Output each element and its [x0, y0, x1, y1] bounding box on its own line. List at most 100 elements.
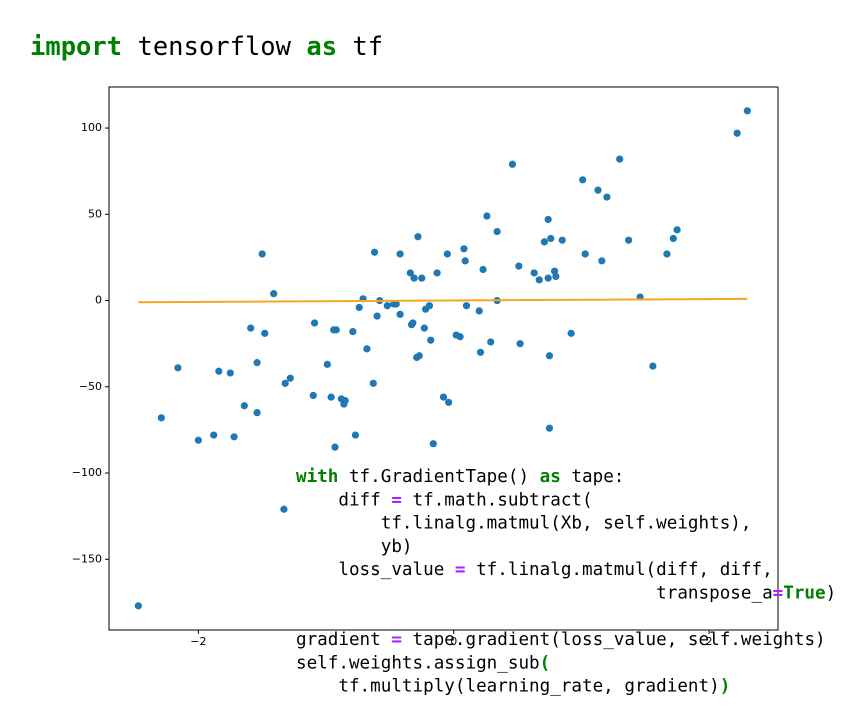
point [516, 340, 524, 348]
point [427, 336, 435, 344]
point [743, 107, 751, 115]
code-line: gradient = tape.gradient(loss_value, sel… [296, 630, 826, 650]
point [603, 193, 611, 201]
point [349, 327, 357, 336]
code-line: transpose_a=True) [296, 584, 836, 604]
point [425, 302, 434, 310]
point [406, 269, 414, 277]
point [363, 345, 371, 353]
point [396, 250, 404, 258]
code-token: tf.linalg.matmul(Xb, self.weights), [296, 514, 751, 534]
point [373, 312, 381, 320]
code-token: transpose_a [296, 584, 773, 604]
y-tick-label: 50 [88, 207, 102, 220]
point [460, 245, 468, 253]
code-token: gradient [296, 630, 391, 650]
point [669, 234, 677, 243]
code-token: tf.linalg.matmul(diff, diff, [465, 560, 772, 580]
point [310, 319, 319, 327]
point [309, 391, 317, 400]
point [508, 160, 517, 168]
point [281, 379, 289, 387]
code-keyword: with [296, 467, 338, 487]
point [392, 300, 400, 308]
code-keyword: = [773, 584, 784, 604]
point [286, 374, 294, 382]
code-keyword: True [783, 584, 825, 604]
point [547, 234, 555, 243]
point [280, 505, 288, 513]
code-token: tf.multiply(learning_rate, gradient) [296, 677, 720, 697]
y-tick-label: 100 [81, 121, 102, 134]
point [415, 352, 423, 360]
point [396, 310, 404, 318]
point [247, 324, 255, 332]
point [649, 362, 657, 370]
code-keyword: as [540, 467, 561, 487]
code-line: self.weights.assign_sub( [296, 653, 550, 673]
point [493, 227, 501, 236]
point [210, 431, 218, 439]
point [487, 338, 495, 346]
point [545, 424, 554, 432]
point [594, 186, 602, 194]
point [230, 433, 238, 441]
point [258, 250, 266, 258]
point [174, 364, 182, 372]
point [433, 269, 441, 277]
point [581, 250, 589, 258]
point [515, 262, 523, 270]
code-token: diff [296, 490, 391, 510]
point [240, 402, 248, 410]
code-token: tf [337, 32, 383, 62]
point [253, 409, 261, 417]
point [323, 360, 331, 368]
fit-line [138, 297, 748, 304]
point [483, 212, 491, 220]
point [476, 348, 485, 356]
point [351, 431, 360, 439]
code-line: yb) [296, 537, 413, 557]
point [414, 233, 422, 241]
y-tick-label: 0 [95, 294, 102, 307]
point [270, 290, 278, 298]
point [579, 176, 587, 184]
point [663, 250, 671, 258]
point [475, 307, 483, 315]
point [194, 436, 202, 444]
code-keyword: ) [720, 677, 731, 697]
point [370, 248, 379, 256]
point [567, 329, 575, 337]
code-line: tf.multiply(learning_rate, gradient)) [296, 677, 730, 697]
code-line: with tf.GradientTape() as tape: [296, 467, 624, 487]
point [544, 274, 552, 282]
point [332, 326, 340, 334]
point [462, 302, 471, 310]
point [157, 414, 165, 422]
point [558, 236, 566, 244]
point [410, 274, 418, 282]
slide-title: import tensorflow as tf [30, 32, 383, 62]
y-tick-label: −100 [72, 466, 102, 479]
x-tick-label: 0 [450, 635, 457, 648]
code-token: ) [826, 584, 837, 604]
point [409, 319, 417, 327]
y-tick-label: −50 [79, 380, 102, 393]
point [733, 129, 741, 137]
point [673, 226, 681, 234]
code-token: tensorflow [122, 32, 306, 62]
point [369, 379, 377, 387]
code-token: tf.GradientTape() [338, 467, 539, 487]
point [134, 602, 142, 610]
point [540, 238, 548, 246]
point [456, 333, 464, 341]
point [331, 443, 339, 451]
code-keyword: = [391, 490, 402, 510]
code-line: loss_value = tf.linalg.matmul(diff, diff… [296, 560, 773, 580]
code-token: tape: [561, 467, 625, 487]
code-keyword: = [391, 630, 402, 650]
point [383, 302, 391, 310]
point [418, 274, 426, 282]
point [429, 440, 437, 448]
